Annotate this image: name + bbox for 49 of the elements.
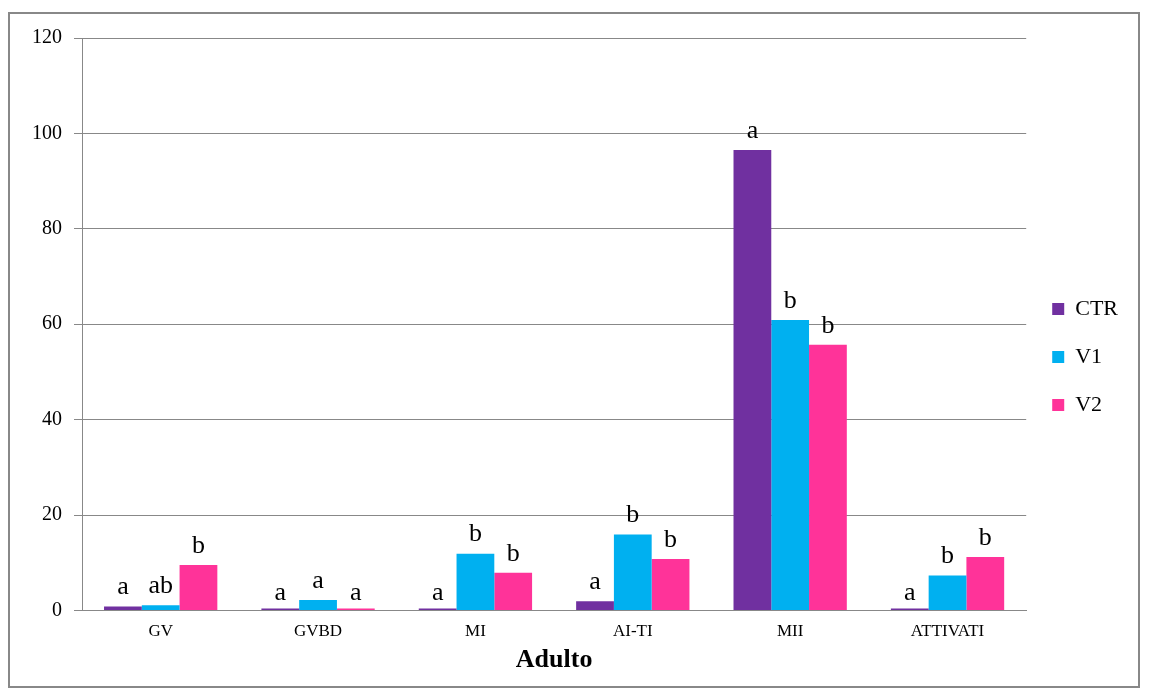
bar: [141, 605, 180, 610]
x-tick-label: MII: [776, 621, 804, 641]
data-label: b: [664, 523, 678, 553]
x-tick-label: AI-TI: [612, 621, 653, 641]
bar: [733, 150, 772, 610]
x-tick-label: GV: [148, 621, 174, 641]
data-label: ab: [148, 569, 173, 599]
data-label: b: [626, 499, 640, 529]
bar: [613, 534, 652, 610]
bar: [104, 606, 142, 610]
legend-label: CTR: [1075, 294, 1119, 320]
data-label: b: [978, 521, 992, 551]
bar: [494, 572, 533, 610]
data-label: a: [903, 577, 916, 607]
y-tick-label: 120: [32, 25, 62, 48]
bar: [299, 599, 337, 610]
data-label: a: [312, 564, 325, 594]
bar: [456, 553, 495, 610]
data-label: b: [821, 309, 835, 339]
data-label: b: [506, 537, 520, 567]
x-tick-label: ATTIVATI: [910, 621, 985, 641]
data-label: a: [274, 577, 287, 607]
bar: [809, 344, 847, 610]
data-label: a: [350, 577, 363, 607]
bar: [179, 565, 218, 610]
x-axis-title: Adulto: [515, 644, 593, 674]
bar: [928, 575, 967, 610]
bar: [576, 601, 614, 610]
data-label: b: [468, 518, 482, 548]
y-tick-label: 40: [42, 406, 62, 429]
bar: [651, 558, 690, 610]
y-tick-label: 80: [42, 216, 62, 239]
data-label: a: [746, 114, 759, 144]
y-tick-label: 100: [32, 120, 62, 143]
data-label: a: [117, 571, 130, 601]
bar: [771, 319, 810, 610]
data-label: a: [589, 566, 602, 596]
y-tick-label: 20: [42, 502, 62, 525]
y-tick-label: 0: [52, 597, 62, 620]
data-label: b: [191, 529, 205, 559]
x-tick-label: GVBD: [293, 621, 343, 641]
bar: [966, 556, 1005, 610]
data-label: b: [941, 540, 955, 570]
y-tick-label: 60: [42, 311, 62, 334]
data-label: a: [431, 577, 444, 607]
legend-label: V1: [1075, 342, 1103, 368]
legend-label: V2: [1075, 390, 1103, 416]
x-tick-label: MI: [465, 621, 487, 641]
data-label: b: [783, 284, 797, 314]
